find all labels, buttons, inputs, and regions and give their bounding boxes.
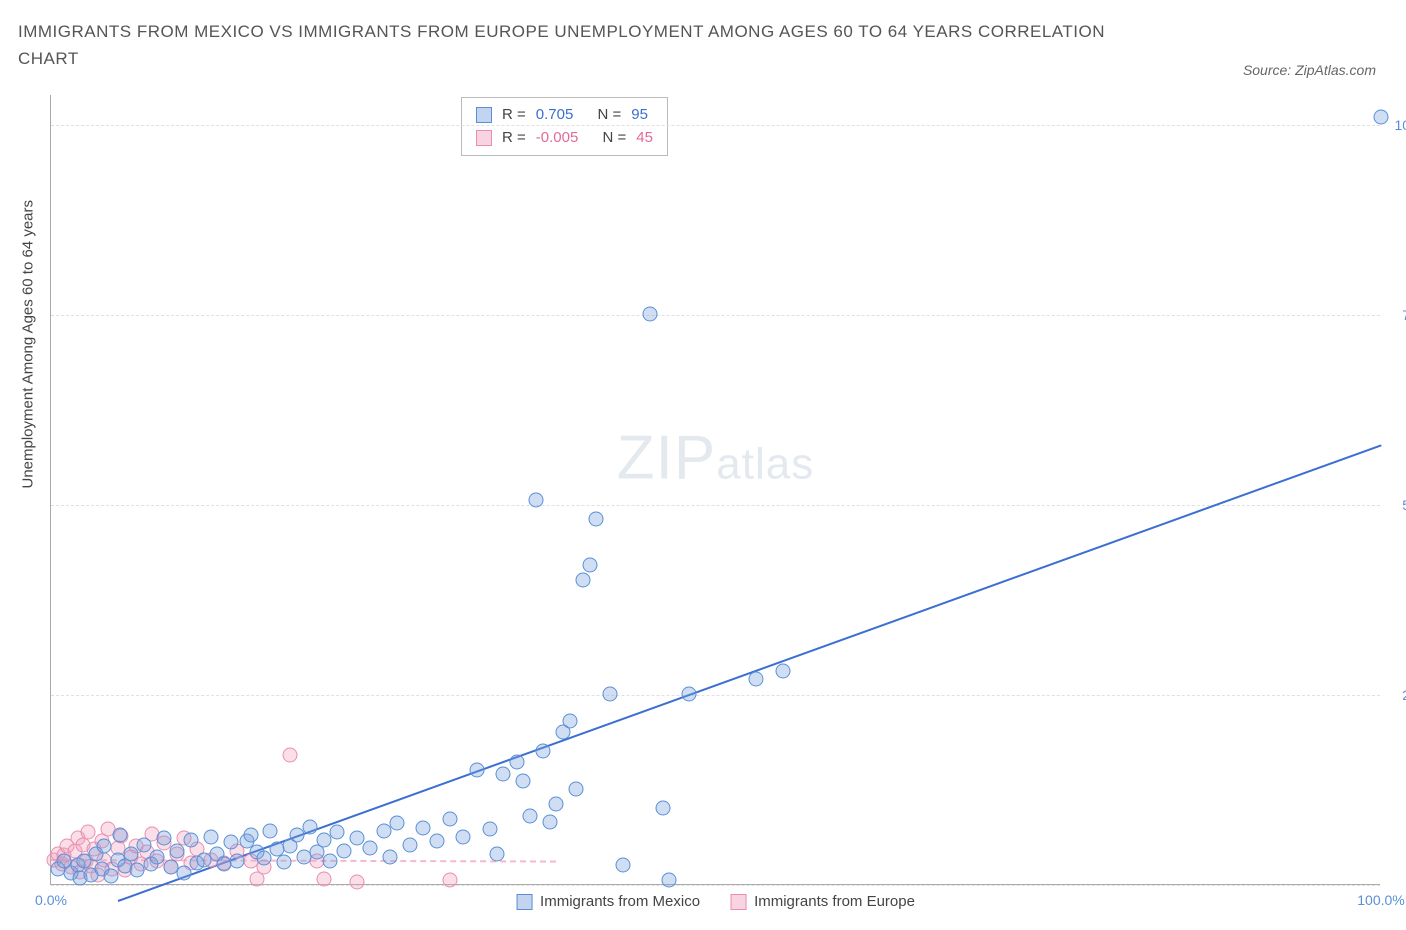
watermark-atlas: atlas bbox=[716, 439, 814, 488]
data-point bbox=[443, 812, 458, 827]
data-point bbox=[662, 873, 677, 888]
stats-row-pink: R = -0.005 N = 45 bbox=[476, 127, 653, 150]
data-point bbox=[469, 763, 484, 778]
r-label: R = bbox=[502, 104, 526, 127]
data-point bbox=[329, 825, 344, 840]
data-point bbox=[223, 835, 238, 850]
legend-label: Immigrants from Europe bbox=[754, 893, 915, 910]
data-point bbox=[389, 816, 404, 831]
scatter-plot-area: ZIPatlas R = 0.705 N = 95 R = -0.005 N =… bbox=[50, 95, 1380, 885]
data-point bbox=[303, 820, 318, 835]
gridline bbox=[51, 505, 1380, 506]
legend-item-pink: Immigrants from Europe bbox=[730, 893, 915, 910]
x-tick-label: 100.0% bbox=[1357, 892, 1404, 908]
data-point bbox=[529, 493, 544, 508]
n-value-blue: 95 bbox=[631, 104, 648, 127]
x-tick-label: 0.0% bbox=[35, 892, 67, 908]
data-point bbox=[482, 822, 497, 837]
data-point bbox=[177, 866, 192, 881]
data-point bbox=[349, 831, 364, 846]
data-point bbox=[383, 850, 398, 865]
data-point bbox=[516, 774, 531, 789]
data-point bbox=[642, 307, 657, 322]
data-point bbox=[748, 671, 763, 686]
data-point bbox=[263, 823, 278, 838]
y-tick-label: 50.0% bbox=[1402, 497, 1406, 513]
data-point bbox=[276, 854, 291, 869]
data-point bbox=[615, 858, 630, 873]
data-point bbox=[569, 782, 584, 797]
data-point bbox=[137, 837, 152, 852]
data-point bbox=[456, 829, 471, 844]
data-point bbox=[290, 828, 305, 843]
y-tick-label: 75.0% bbox=[1402, 307, 1406, 323]
swatch-pink-icon bbox=[476, 130, 492, 146]
data-point bbox=[323, 854, 338, 869]
data-point bbox=[602, 687, 617, 702]
watermark-zip: ZIP bbox=[617, 423, 716, 492]
y-tick-label: 100.0% bbox=[1395, 117, 1406, 133]
data-point bbox=[416, 820, 431, 835]
data-point bbox=[363, 840, 378, 855]
data-point bbox=[775, 664, 790, 679]
y-axis-label: Unemployment Among Ages 60 to 64 years bbox=[20, 200, 37, 489]
data-point bbox=[429, 834, 444, 849]
r-label: R = bbox=[502, 127, 526, 150]
data-point bbox=[655, 801, 670, 816]
gridline bbox=[51, 125, 1380, 126]
legend-label: Immigrants from Mexico bbox=[540, 893, 700, 910]
data-point bbox=[157, 831, 172, 846]
n-label: N = bbox=[597, 104, 621, 127]
data-point bbox=[97, 839, 112, 854]
data-point bbox=[589, 512, 604, 527]
data-point bbox=[536, 744, 551, 759]
data-point bbox=[403, 837, 418, 852]
data-point bbox=[336, 843, 351, 858]
gridline bbox=[51, 885, 1380, 886]
data-point bbox=[170, 843, 185, 858]
stats-row-blue: R = 0.705 N = 95 bbox=[476, 104, 653, 127]
data-point bbox=[203, 829, 218, 844]
watermark: ZIPatlas bbox=[617, 422, 814, 493]
data-point bbox=[230, 854, 245, 869]
data-point bbox=[316, 872, 331, 887]
data-point bbox=[522, 808, 537, 823]
gridline bbox=[51, 695, 1380, 696]
data-point bbox=[256, 851, 271, 866]
data-point bbox=[542, 814, 557, 829]
source-attribution: Source: ZipAtlas.com bbox=[1243, 62, 1376, 78]
data-point bbox=[576, 573, 591, 588]
gridline bbox=[51, 315, 1380, 316]
data-point bbox=[81, 825, 96, 840]
data-point bbox=[582, 557, 597, 572]
r-value-pink: -0.005 bbox=[536, 127, 579, 150]
swatch-blue-icon bbox=[516, 894, 532, 910]
r-value-blue: 0.705 bbox=[536, 104, 574, 127]
data-point bbox=[1374, 109, 1389, 124]
data-point bbox=[123, 846, 138, 861]
data-point bbox=[509, 755, 524, 770]
n-value-pink: 45 bbox=[636, 127, 653, 150]
data-point bbox=[183, 832, 198, 847]
data-point bbox=[113, 827, 128, 842]
stats-box: R = 0.705 N = 95 R = -0.005 N = 45 bbox=[461, 97, 668, 156]
data-point bbox=[349, 875, 364, 890]
data-point bbox=[103, 869, 118, 884]
y-tick-label: 25.0% bbox=[1402, 687, 1406, 703]
swatch-blue-icon bbox=[476, 107, 492, 123]
data-point bbox=[489, 846, 504, 861]
data-point bbox=[443, 873, 458, 888]
data-point bbox=[562, 713, 577, 728]
data-point bbox=[682, 687, 697, 702]
data-point bbox=[549, 797, 564, 812]
legend-item-blue: Immigrants from Mexico bbox=[516, 893, 700, 910]
data-point bbox=[283, 747, 298, 762]
chart-title: IMMIGRANTS FROM MEXICO VS IMMIGRANTS FRO… bbox=[18, 18, 1118, 72]
data-point bbox=[496, 766, 511, 781]
data-point bbox=[150, 850, 165, 865]
data-point bbox=[243, 827, 258, 842]
n-label: N = bbox=[602, 127, 626, 150]
legend: Immigrants from Mexico Immigrants from E… bbox=[516, 893, 915, 910]
swatch-pink-icon bbox=[730, 894, 746, 910]
